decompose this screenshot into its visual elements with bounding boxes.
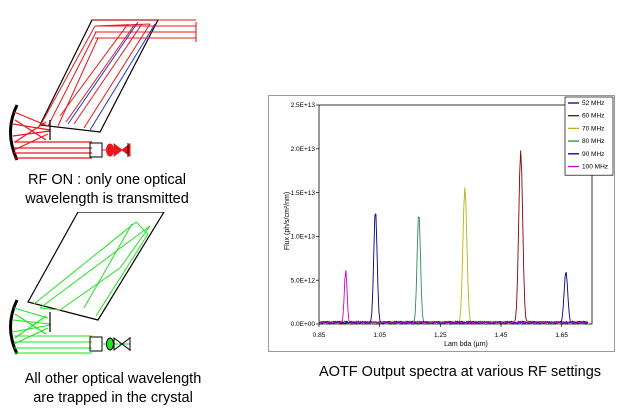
- axis-ticks: 0.0E+00 5.0E+12 1.0E+13 1.5E+13 2.0E+13 2.5E+…: [291, 102, 569, 339]
- caption-rf-on: RF ON : only one optical wavelength is t…: [0, 171, 214, 209]
- spectra-chart: 0.0E+00 5.0E+12 1.0E+13 1.5E+13 2.0E+13 2.5E+…: [284, 96, 614, 348]
- plot-border: [318, 104, 593, 325]
- legend-label: 52 MHz: [582, 100, 604, 107]
- chart-caption: AOTF Output spectra at various RF settin…: [318, 364, 602, 380]
- mirror-beams: [12, 111, 92, 159]
- legend-label: 90 MHz: [582, 151, 604, 158]
- legend-label: 100 MHz: [582, 164, 608, 171]
- caption-rf-on-line1: RF ON : only one optical: [28, 172, 186, 188]
- x-tick-label: 1.25: [434, 332, 447, 339]
- plot-area: [318, 104, 593, 325]
- caption-rf-off-line2: are trapped in the crystal: [33, 390, 193, 406]
- selected-wavelength-beams: [67, 21, 156, 131]
- concave-mirror: [9, 299, 19, 355]
- y-tick-label: 2.5E+13: [291, 102, 316, 109]
- legend-label: 80 MHz: [582, 138, 604, 145]
- y-tick-label: 1.0E+13: [291, 234, 316, 241]
- y-tick-label: 0.0E+00: [291, 321, 316, 328]
- series-line-90-mhz: [318, 213, 588, 325]
- aotf-diagram-rf-off: [9, 212, 165, 355]
- x-tick-label: 1.05: [373, 332, 386, 339]
- crystal-beams: [39, 23, 151, 129]
- y-tick-label: 5.0E+12: [291, 277, 316, 284]
- legend-label: 60 MHz: [582, 113, 604, 120]
- series-lines: [318, 150, 589, 325]
- crystal-outline: [27, 212, 165, 321]
- spectra-chart-panel: 0.0E+00 5.0E+12 1.0E+13 1.5E+13 2.0E+13 2.5E+…: [268, 95, 615, 352]
- legend-label: 70 MHz: [582, 125, 604, 132]
- caption-rf-off-line1: All other optical wavelength: [24, 371, 202, 387]
- x-tick-label: 1.65: [555, 332, 568, 339]
- trapped-beams: [33, 221, 151, 317]
- caption-rf-off: All other optical wavelength are trapped…: [0, 370, 226, 408]
- concave-mirror: [9, 104, 19, 161]
- x-tick-label: 0.85: [313, 332, 326, 339]
- y-axis-title: Flux (ph/s/cm²/nm): [284, 192, 291, 250]
- x-axis-title: Lam bda (µm): [444, 341, 488, 348]
- caption-rf-on-line2: wavelength is transmitted: [25, 191, 189, 207]
- y-tick-label: 2.0E+13: [291, 146, 316, 153]
- series-line-100-mhz: [318, 270, 589, 325]
- legend-box: [564, 96, 614, 176]
- mirror-beams: [12, 307, 92, 354]
- legend: 52 MHz 60 MHz 70 MHz 80 MHz 90 MHz 100 MHz: [564, 96, 614, 176]
- detector-lens-assembly: [89, 142, 131, 158]
- input-beams: [92, 19, 197, 42]
- aotf-diagram-rf-on: [9, 19, 197, 161]
- y-tick-label: 1.5E+13: [291, 190, 316, 197]
- x-tick-label: 1.45: [495, 332, 508, 339]
- detector-lens-assembly: [89, 336, 131, 352]
